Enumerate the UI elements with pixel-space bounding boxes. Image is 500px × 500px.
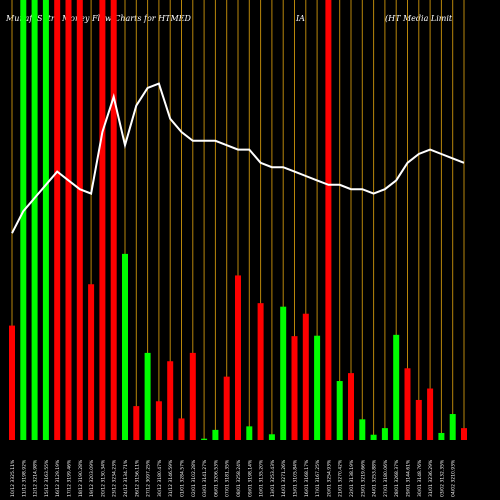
x-tick-label: 07/01 3181.35% bbox=[225, 459, 231, 497]
x-tick-label: 21/01 3270.42% bbox=[338, 459, 344, 497]
x-tick-label: 20/01 3254.93% bbox=[326, 459, 332, 497]
money-flow-bar bbox=[461, 428, 467, 440]
money-flow-bar bbox=[246, 426, 253, 440]
x-tick-label: 15/01 3105.84% bbox=[293, 459, 299, 497]
x-tick-label: 22/01 3138.19% bbox=[349, 459, 355, 497]
x-tick-label: 16/12 3129.19% bbox=[55, 459, 61, 497]
money-flow-bar bbox=[189, 352, 196, 440]
x-tick-label: 06/01 3206.53% bbox=[213, 459, 219, 497]
money-flow-bar bbox=[76, 0, 83, 440]
x-tick-label: 17/01 3167.25% bbox=[315, 459, 321, 497]
money-flow-bar bbox=[257, 303, 264, 440]
money-flow-bar bbox=[415, 399, 422, 440]
x-tick-label: 31/12 3146.59% bbox=[168, 459, 174, 497]
money-flow-bar bbox=[381, 428, 388, 440]
x-tick-label: 10/01 3135.20% bbox=[259, 459, 265, 497]
x-tick-label: 10/12 3325.11% bbox=[10, 459, 16, 497]
x-tick-label: 31/01 3236.29% bbox=[428, 459, 434, 497]
chart-title-left: MunafaSutra Money Flow Charts for HTMED bbox=[6, 14, 191, 23]
money-flow-bar bbox=[438, 432, 445, 440]
x-tick-label: 13/01 3253.43% bbox=[270, 459, 276, 497]
money-flow-bar bbox=[336, 381, 343, 440]
x-tick-label: 03/02 3132.35% bbox=[439, 459, 445, 497]
money-flow-bar bbox=[144, 352, 151, 440]
money-flow-bar bbox=[65, 0, 72, 440]
money-flow-bar bbox=[393, 334, 400, 440]
money-flow-bar bbox=[235, 275, 241, 440]
x-tick-label: 20/12 3130.34% bbox=[100, 459, 106, 497]
x-tick-label: 30/12 3180.47% bbox=[157, 459, 163, 497]
money-flow-bar bbox=[155, 401, 162, 440]
money-flow-bar bbox=[212, 429, 219, 440]
money-flow-bar bbox=[167, 361, 174, 440]
price-line bbox=[11, 82, 465, 234]
money-flow-bar bbox=[9, 325, 15, 440]
money-flow-bar bbox=[302, 313, 309, 440]
x-tick-label: 23/12 3234.23% bbox=[112, 459, 118, 497]
x-tick-label: 27/12 3097.25% bbox=[146, 459, 152, 497]
x-tick-label: 09/01 3198.14% bbox=[247, 459, 253, 497]
money-flow-bar bbox=[348, 373, 354, 440]
money-flow-bar bbox=[404, 368, 411, 440]
x-tick-label: 18/12 3190.28% bbox=[78, 459, 84, 497]
x-tick-label: 16/01 3168.17% bbox=[304, 459, 310, 497]
x-tick-label: 03/01 3141.27% bbox=[202, 459, 208, 497]
x-tick-label: 04/02 3210.93% bbox=[451, 459, 457, 497]
x-tick-label: 12/12 3214.98% bbox=[33, 459, 39, 497]
chart-title-mid: IA bbox=[296, 14, 305, 23]
money-flow-bar bbox=[280, 306, 287, 440]
x-tick-label: 26/12 3156.11% bbox=[134, 459, 140, 497]
money-flow-bar bbox=[54, 0, 61, 440]
x-tick-label: 27/01 3180.06% bbox=[383, 459, 389, 497]
money-flow-bar bbox=[427, 388, 434, 440]
money-flow-bar bbox=[20, 0, 27, 440]
x-tick-label: 24/12 3134.71% bbox=[123, 459, 129, 497]
money-flow-bar bbox=[325, 0, 332, 440]
money-flow-bar bbox=[370, 434, 377, 440]
money-flow-bar bbox=[122, 253, 128, 440]
x-tick-label: 14/01 3271.26% bbox=[281, 459, 287, 497]
x-tick-label: 01/01 3284.57% bbox=[180, 459, 186, 497]
x-tick-label: 29/01 3144.61% bbox=[406, 459, 412, 497]
money-flow-bar bbox=[133, 406, 140, 440]
x-tick-label: 17/12 3199.46% bbox=[67, 459, 73, 497]
money-flow-bar bbox=[99, 0, 106, 440]
x-tick-label: 02/01 3102.28% bbox=[191, 459, 197, 497]
x-tick-label: 28/01 3268.37% bbox=[394, 459, 400, 497]
x-tick-label: 24/01 3253.88% bbox=[372, 459, 378, 497]
money-flow-bar bbox=[359, 419, 366, 440]
money-flow-bar bbox=[88, 284, 95, 440]
x-tick-label: 11/12 3198.92% bbox=[21, 459, 27, 497]
money-flow-bar bbox=[449, 414, 456, 440]
x-tick-label: 23/01 3219.66% bbox=[360, 459, 366, 497]
money-flow-bar bbox=[314, 335, 321, 440]
x-tick-label: 15/12 3163.55% bbox=[44, 459, 50, 497]
x-tick-label: 08/01 3258.24% bbox=[236, 459, 242, 497]
money-flow-bar bbox=[223, 376, 230, 440]
x-tick-label: 19/12 3203.09% bbox=[89, 459, 95, 497]
money-flow-bar bbox=[268, 434, 275, 440]
money-flow-bar bbox=[291, 336, 298, 440]
money-flow-bar bbox=[31, 0, 38, 440]
money-flow-bar bbox=[201, 438, 208, 440]
money-flow-bar bbox=[110, 0, 117, 440]
money-flow-bar bbox=[178, 418, 185, 440]
x-tick-label: 30/01 3148.76% bbox=[417, 459, 423, 497]
money-flow-bar bbox=[42, 0, 49, 440]
